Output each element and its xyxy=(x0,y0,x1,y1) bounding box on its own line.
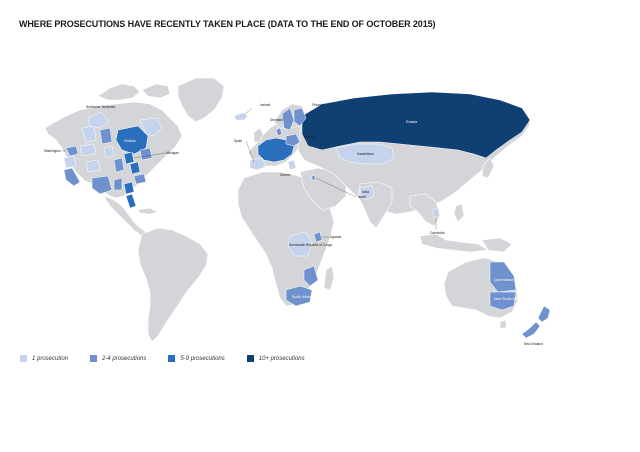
legend-item-4: 10+ prosecutions xyxy=(246,355,305,362)
legend-label-2: 2-4 prosecutions xyxy=(102,355,147,362)
ohio-region xyxy=(129,161,141,175)
manitoba-region xyxy=(99,127,113,145)
southeast-asia xyxy=(409,193,441,227)
philippines xyxy=(453,203,465,223)
russia-region xyxy=(301,91,531,159)
page-title: WHERE PROSECUTIONS HAVE RECENTLY TAKEN P… xyxy=(19,19,436,29)
legend-item-2: 2-4 prosecutions xyxy=(90,355,146,362)
spain-label: Spain xyxy=(234,139,242,143)
india-label: India xyxy=(362,190,369,194)
indonesia xyxy=(419,233,489,253)
uganda-label: Uganda xyxy=(330,235,341,239)
legend-item-3: 5-9 prosecutions xyxy=(168,355,225,362)
cambodia-region xyxy=(431,207,441,219)
illinois-region xyxy=(113,157,125,173)
legend-swatch-1 xyxy=(20,355,27,362)
new-zealand-region xyxy=(521,305,551,339)
legend-label-3: 5-9 prosecutions xyxy=(180,355,225,362)
kazakhstan-region xyxy=(335,143,395,165)
south-africa-label: South Africa xyxy=(292,295,311,299)
nsw-region xyxy=(489,291,517,311)
new-zealand-label: New Zealand xyxy=(524,342,543,346)
israel-leader xyxy=(315,177,357,198)
nsw-label: New South Wales xyxy=(494,297,523,301)
papua xyxy=(481,237,513,253)
legend-swatch-4 xyxy=(246,355,254,362)
iceland-label: Iceland xyxy=(260,103,271,107)
denmark-region xyxy=(275,127,283,137)
legend-swatch-3 xyxy=(168,355,176,362)
iceland-leader xyxy=(243,107,253,116)
poland-region xyxy=(285,133,301,147)
central-america xyxy=(103,195,147,237)
legend-item-1: 1 prosecution xyxy=(20,355,68,362)
legend-label-1: 1 prosecution xyxy=(32,355,69,362)
tasmania xyxy=(499,319,507,329)
finland-label: Finland xyxy=(312,103,323,107)
michigan-leader xyxy=(133,152,166,159)
mississippi-region xyxy=(113,177,123,191)
israel-label: Israel xyxy=(358,195,366,199)
russia-label: Russia xyxy=(406,120,417,124)
sweden-region xyxy=(281,107,295,131)
drc-region xyxy=(287,231,313,257)
greece-label: Greece xyxy=(280,173,291,177)
denmark-label: Denmark xyxy=(270,118,283,122)
greenland xyxy=(177,77,225,123)
uganda-region xyxy=(313,231,323,243)
india-region xyxy=(359,185,375,201)
kazakhstan-label: Kazakhstan xyxy=(357,152,374,156)
arctic-islands xyxy=(97,83,171,101)
drc-label: Democratic Republic of Congo xyxy=(289,243,332,247)
spain-leader xyxy=(245,140,255,163)
new-york-region xyxy=(139,147,153,161)
south-africa-region xyxy=(285,285,313,307)
northwest-territories-region xyxy=(87,111,109,129)
alberta-region xyxy=(81,125,97,143)
texas-region xyxy=(91,175,113,195)
oregon-region xyxy=(63,155,77,169)
greece-region xyxy=(287,159,297,171)
michigan-label: Michigan xyxy=(166,151,179,155)
japan xyxy=(481,157,495,179)
uk-ireland xyxy=(253,127,264,143)
queensland-label: Queensland xyxy=(494,278,513,282)
minnesota-region xyxy=(103,145,115,159)
washington-label: Washington xyxy=(44,149,61,153)
montana-region xyxy=(79,143,97,157)
legend-swatch-2 xyxy=(90,355,98,362)
quebec-region xyxy=(139,117,163,137)
michigan-region xyxy=(123,151,135,165)
north-america-landmass xyxy=(44,101,183,199)
nwt-label: Northwest Territories xyxy=(86,105,116,109)
iceland-shape xyxy=(233,112,249,121)
legend-label-4: 10+ prosecutions xyxy=(258,355,305,362)
washington-region xyxy=(65,145,79,157)
caribbean xyxy=(137,207,159,215)
legend: 1 prosecution 2-4 prosecutions 5-9 prose… xyxy=(20,355,327,362)
mozambique-region xyxy=(303,265,319,287)
virginia-region xyxy=(133,173,147,185)
poland-label: Poland xyxy=(304,135,314,139)
california-region xyxy=(63,167,81,187)
madagascar xyxy=(323,265,335,291)
south-america xyxy=(137,227,209,343)
spain-region xyxy=(249,157,267,171)
georgia-region xyxy=(123,181,135,195)
florida-region xyxy=(125,193,137,209)
ontario-label: Ontario xyxy=(124,139,136,143)
queensland-region xyxy=(489,261,517,293)
colorado-region xyxy=(85,159,101,173)
cambodia-label: Cambodia xyxy=(430,231,445,235)
israel-region xyxy=(311,174,316,181)
